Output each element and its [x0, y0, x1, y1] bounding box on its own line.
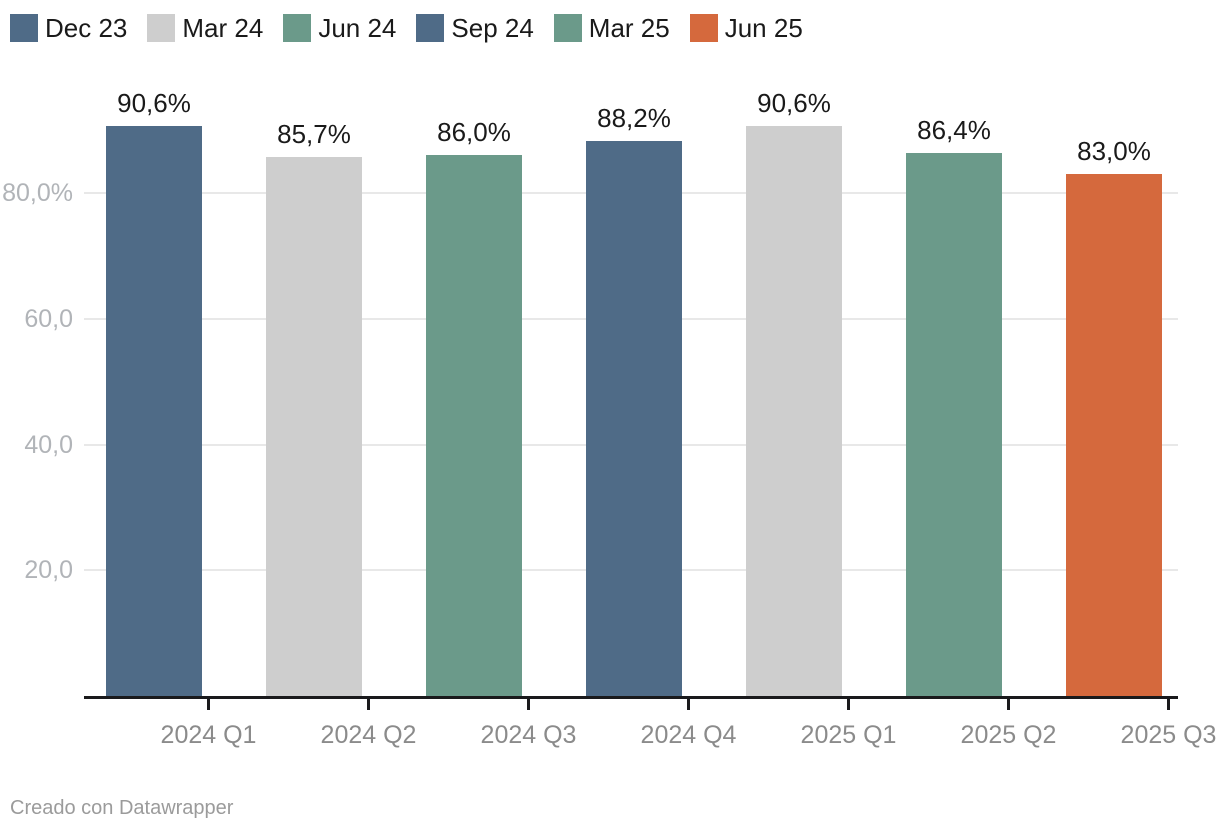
bar	[586, 141, 682, 696]
x-axis-tick-label: 2024 Q1	[160, 721, 257, 749]
x-axis-tick-label: 2025 Q2	[960, 721, 1057, 749]
x-axis-tick-label: 2025 Q1	[800, 721, 897, 749]
legend-label: Sep 24	[451, 13, 534, 43]
x-axis-line	[84, 696, 1178, 699]
x-axis-tick	[367, 696, 370, 710]
legend-label: Dec 23	[45, 13, 128, 43]
legend-swatch	[689, 14, 718, 42]
bar	[266, 157, 362, 696]
legend-item: Mar 24	[147, 13, 263, 43]
bar-value-label: 86,4%	[917, 114, 991, 145]
y-axis-tick-label: 40,0	[24, 430, 73, 459]
x-axis-tick	[1007, 696, 1010, 710]
legend-item: Jun 25	[689, 13, 803, 43]
y-axis-tick-label: 60,0	[24, 304, 73, 333]
legend: Dec 23 Mar 24 Jun 24 Sep 24 Mar 25 Jun 25	[10, 13, 803, 43]
x-axis-tick-label: 2024 Q2	[320, 721, 417, 749]
legend-item: Dec 23	[10, 13, 127, 43]
legend-item: Sep 24	[416, 13, 534, 43]
legend-label: Jun 25	[724, 13, 803, 43]
y-axis-tick-label: 80,0%	[2, 179, 73, 207]
legend-swatch	[147, 14, 176, 42]
legend-label: Mar 24	[182, 13, 264, 43]
bar	[106, 126, 202, 696]
x-axis-tick	[687, 696, 690, 710]
legend-item: Mar 25	[553, 13, 670, 43]
legend-swatch	[283, 14, 312, 42]
bar	[1066, 174, 1162, 696]
bar	[746, 126, 842, 696]
bar-value-label: 90,6%	[757, 88, 831, 119]
y-axis-tick-label: 20,0	[24, 556, 73, 585]
bar	[426, 155, 522, 696]
bar-value-label: 88,2%	[597, 103, 671, 134]
bar	[906, 152, 1002, 696]
legend-item: Jun 24	[283, 13, 396, 43]
legend-swatch	[416, 14, 445, 42]
x-axis-tick	[1167, 696, 1170, 710]
x-axis-tick-label: 2024 Q4	[640, 721, 737, 749]
x-axis-tick-label: 2024 Q3	[480, 721, 577, 749]
bar-value-label: 90,6%	[117, 88, 191, 119]
datawrapper-credit-link[interactable]: Creado con Datawrapper	[10, 797, 234, 819]
bar-value-label: 85,7%	[277, 119, 351, 150]
x-axis-tick	[527, 696, 530, 710]
legend-swatch	[10, 14, 38, 42]
x-axis-tick	[207, 696, 210, 710]
x-axis-tick	[847, 696, 850, 710]
legend-label: Jun 24	[318, 13, 397, 43]
bar-value-label: 86,0%	[437, 117, 511, 148]
legend-label: Mar 25	[588, 13, 670, 43]
legend-swatch	[553, 14, 582, 42]
bar-value-label: 83,0%	[1077, 136, 1151, 167]
x-axis-tick-label: 2025 Q3	[1120, 721, 1217, 749]
